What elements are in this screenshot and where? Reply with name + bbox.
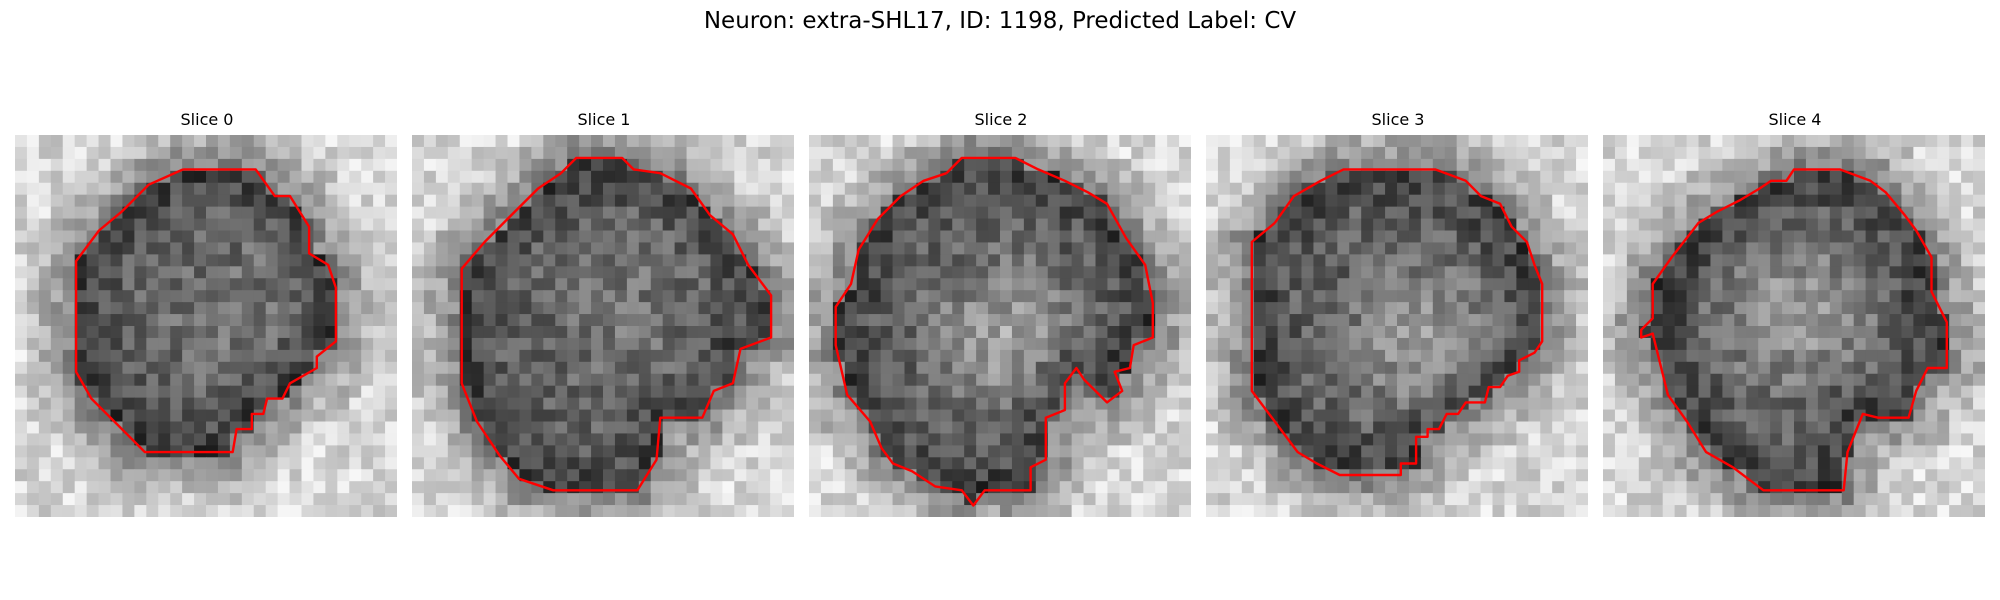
cell-contour xyxy=(1250,168,1544,477)
slice-title: Slice 4 xyxy=(1768,110,1822,129)
cell-contour xyxy=(460,156,773,492)
cell-contour xyxy=(74,168,338,454)
figure-title: Neuron: extra-SHL17, ID: 1198, Predicted… xyxy=(703,8,1297,34)
slice-image xyxy=(809,135,1191,517)
cell-contour xyxy=(834,156,1154,507)
slice-image xyxy=(1603,135,1985,517)
slice-title: Slice 3 xyxy=(1371,110,1425,129)
slice-title: Slice 2 xyxy=(974,110,1028,129)
slice-title: Slice 1 xyxy=(577,110,631,129)
slice-title: Slice 0 xyxy=(180,110,234,129)
cell-contour xyxy=(1640,168,1948,492)
slice-image xyxy=(15,135,397,517)
slice-image xyxy=(412,135,794,517)
slice-image xyxy=(1206,135,1588,517)
